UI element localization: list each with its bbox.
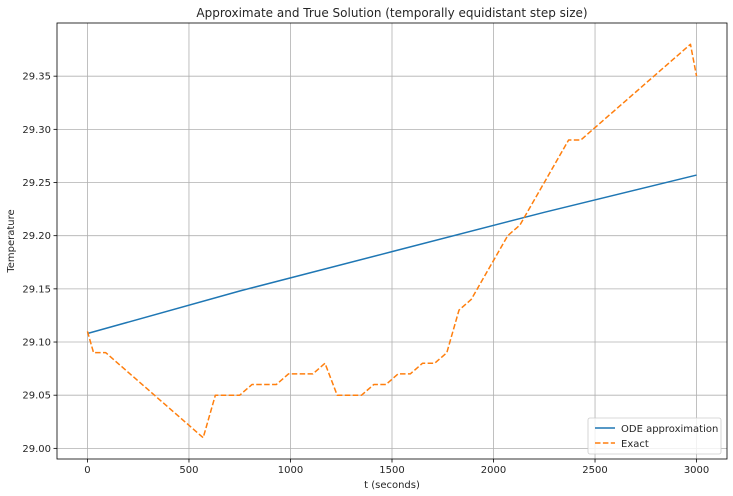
x-tick-label: 1000 <box>278 465 303 476</box>
x-tick-label: 2000 <box>481 465 506 476</box>
legend: ODE approximation Exact <box>587 417 722 455</box>
y-tick-label: 29.10 <box>22 338 51 349</box>
chart-title: Approximate and True Solution (temporall… <box>196 6 587 20</box>
series-layer <box>86 43 698 439</box>
x-tick-label: 1500 <box>379 465 404 476</box>
y-axis: 29.00 29.05 29.10 29.15 29.20 29.25 29.30 29.35 <box>22 72 57 455</box>
y-tick-label: 29.15 <box>22 284 51 295</box>
series-line-ode-approximation <box>87 174 697 335</box>
x-tick-label: 2500 <box>582 465 607 476</box>
x-axis-label: t (seconds) <box>364 480 420 491</box>
legend-box <box>587 417 722 455</box>
x-axis: 0 500 1000 1500 2000 2500 3000 <box>84 459 709 476</box>
legend-ode-label: ODE approximation <box>621 424 718 435</box>
y-tick-label: 29.00 <box>22 444 51 455</box>
grid-lines <box>57 23 727 459</box>
y-tick-label: 29.35 <box>22 72 51 83</box>
x-tick-label: 3000 <box>684 465 709 476</box>
x-tick-label: 500 <box>179 465 198 476</box>
y-tick-label: 29.05 <box>22 391 51 402</box>
y-axis-label: Temperature <box>6 209 17 273</box>
legend-exact-label: Exact <box>621 439 649 450</box>
y-tick-label: 29.25 <box>22 178 51 189</box>
y-tick-label: 29.30 <box>22 125 51 136</box>
x-tick-label: 0 <box>84 465 90 476</box>
y-tick-label: 29.20 <box>22 231 51 242</box>
